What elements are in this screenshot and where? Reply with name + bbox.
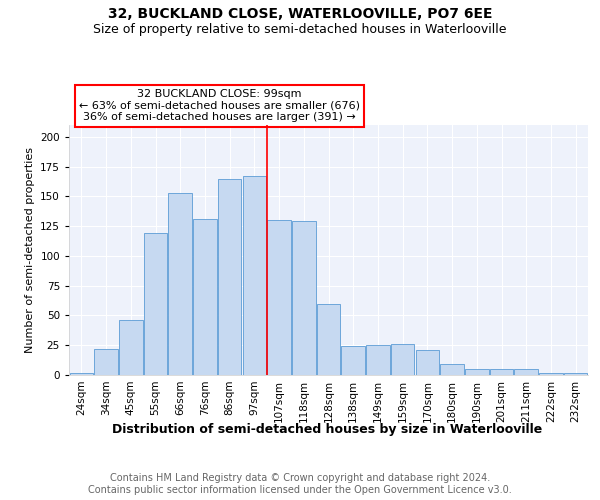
Bar (366, 345, 389, 375)
Bar (416, 350, 439, 375)
Bar (242, 176, 266, 375)
Bar (440, 364, 464, 375)
Bar (391, 344, 415, 375)
Text: 32, BUCKLAND CLOSE, WATERLOOVILLE, PO7 6EE: 32, BUCKLAND CLOSE, WATERLOOVILLE, PO7 6… (108, 8, 492, 22)
Bar (564, 372, 587, 375)
Bar (268, 220, 291, 375)
Bar (292, 222, 316, 375)
Text: 32 BUCKLAND CLOSE: 99sqm
← 63% of semi-detached houses are smaller (676)
36% of : 32 BUCKLAND CLOSE: 99sqm ← 63% of semi-d… (79, 90, 360, 122)
Bar (539, 372, 563, 375)
Bar (169, 193, 192, 375)
Bar (144, 234, 167, 375)
Bar (70, 372, 93, 375)
Y-axis label: Number of semi-detached properties: Number of semi-detached properties (25, 147, 35, 353)
Bar (317, 304, 340, 375)
Bar (119, 320, 143, 375)
Bar (193, 219, 217, 375)
Bar (218, 178, 241, 375)
Text: Distribution of semi-detached houses by size in Waterlooville: Distribution of semi-detached houses by … (112, 422, 542, 436)
Bar (465, 369, 488, 375)
Bar (490, 369, 513, 375)
Bar (341, 346, 365, 375)
Bar (514, 369, 538, 375)
Text: Size of property relative to semi-detached houses in Waterlooville: Size of property relative to semi-detach… (93, 22, 507, 36)
Text: Contains HM Land Registry data © Crown copyright and database right 2024.
Contai: Contains HM Land Registry data © Crown c… (88, 474, 512, 495)
Bar (94, 349, 118, 375)
